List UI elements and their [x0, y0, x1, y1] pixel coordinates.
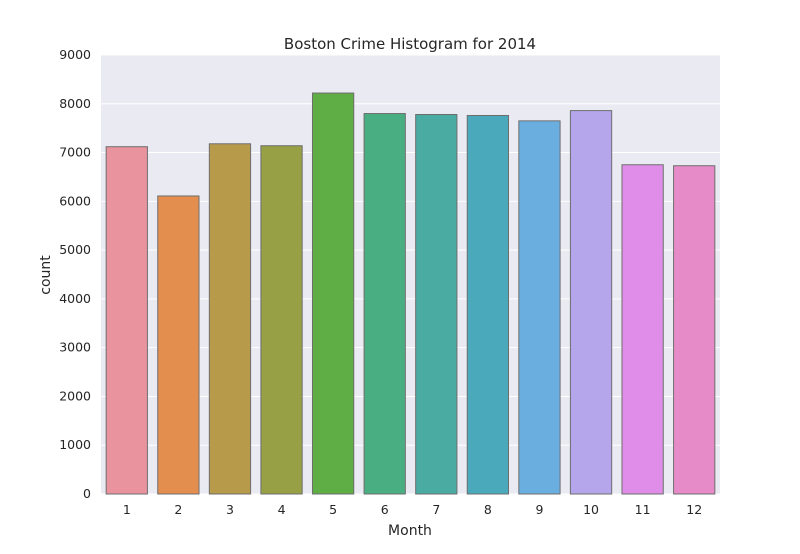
x-tick-label: 1 — [123, 502, 131, 517]
y-tick-label: 0 — [83, 486, 91, 501]
bar-month-10 — [569, 110, 613, 495]
x-tick-label: 7 — [432, 502, 440, 517]
x-tick-label: 10 — [583, 502, 599, 517]
bar-month-6 — [363, 113, 406, 495]
y-tick-labels: 0 1000 2000 3000 4000 5000 6000 7000 8000 9000 — [59, 47, 91, 501]
x-tick-label: 5 — [329, 502, 337, 517]
y-tick-label: 1000 — [59, 437, 91, 452]
x-tick-label: 6 — [381, 502, 389, 517]
x-tick-label: 3 — [226, 502, 234, 517]
y-tick-label: 4000 — [59, 291, 91, 306]
x-tick-label: 12 — [686, 502, 702, 517]
gridlines — [101, 54, 720, 495]
bar-month-1 — [105, 146, 148, 495]
x-axis-label: Month — [388, 523, 432, 539]
x-tick-label: 11 — [635, 502, 651, 517]
bar-month-12 — [673, 165, 716, 495]
plot-background — [101, 55, 720, 494]
bar-month-5 — [311, 92, 355, 495]
y-tick-label: 7000 — [59, 145, 91, 160]
x-tick-label: 4 — [278, 502, 286, 517]
y-axis-label: count — [38, 255, 54, 295]
x-tick-labels: 1 2 3 4 5 6 7 8 9 10 11 12 — [123, 502, 702, 517]
y-tick-label: 9000 — [59, 47, 91, 62]
bar-month-4 — [260, 145, 303, 495]
chart-title: Boston Crime Histogram for 2014 — [284, 35, 536, 53]
y-tick-label: 5000 — [59, 242, 91, 257]
y-tick-label: 6000 — [59, 193, 91, 208]
y-tick-label: 3000 — [59, 340, 91, 355]
bar-month-7 — [415, 114, 458, 495]
y-tick-label: 8000 — [59, 96, 91, 111]
bar-month-3 — [208, 143, 252, 495]
bar-month-2 — [157, 195, 200, 495]
x-tick-label: 8 — [484, 502, 492, 517]
y-tick-label: 2000 — [59, 388, 91, 403]
x-tick-label: 2 — [174, 502, 182, 517]
bar-month-11 — [621, 164, 664, 495]
bars — [105, 92, 716, 495]
x-tick-label: 9 — [535, 502, 543, 517]
bar-month-9 — [518, 120, 561, 495]
bar-month-8 — [466, 114, 510, 495]
